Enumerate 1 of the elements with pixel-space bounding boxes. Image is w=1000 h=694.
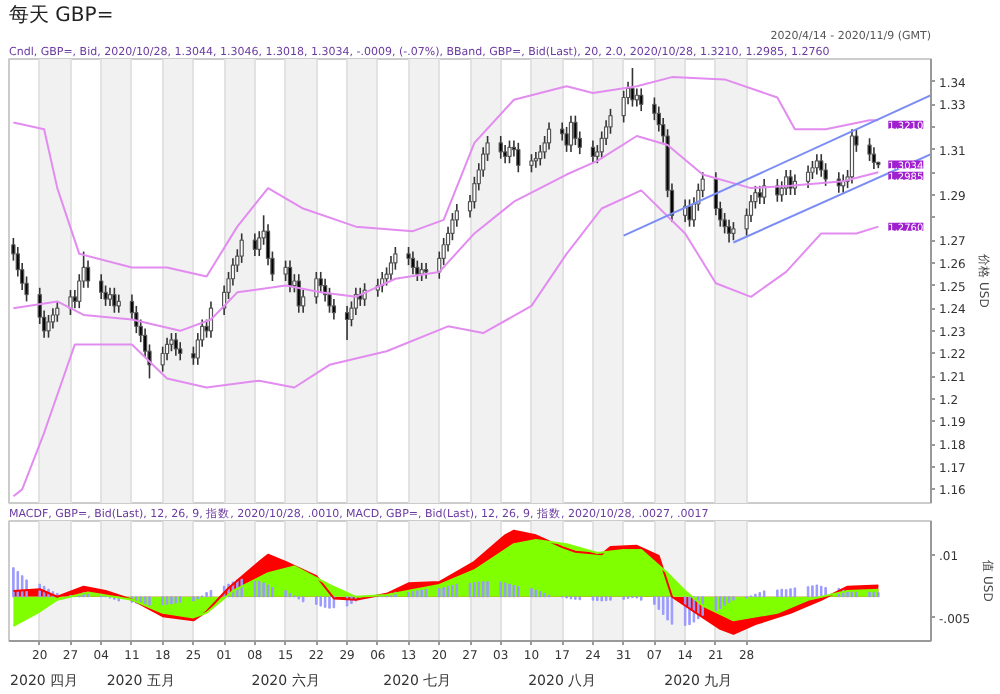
chart-title: 每天 GBP= <box>9 3 114 27</box>
